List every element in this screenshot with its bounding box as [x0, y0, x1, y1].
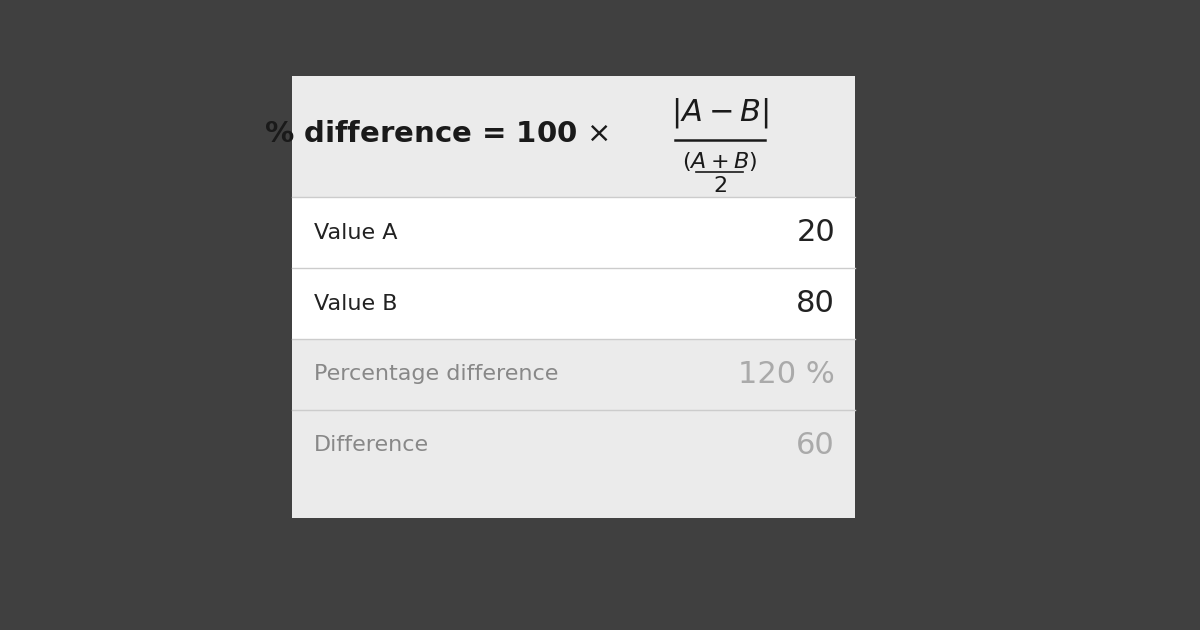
FancyBboxPatch shape — [292, 197, 856, 268]
FancyBboxPatch shape — [292, 268, 856, 339]
Text: 20: 20 — [797, 218, 835, 247]
Text: $(A+B)$: $(A+B)$ — [682, 150, 757, 173]
Text: Value B: Value B — [313, 294, 397, 314]
Text: Value A: Value A — [313, 222, 397, 243]
Text: % difference = 100 $\times$: % difference = 100 $\times$ — [264, 120, 610, 148]
FancyBboxPatch shape — [292, 76, 856, 197]
Text: 80: 80 — [797, 289, 835, 318]
Text: $|A - B|$: $|A - B|$ — [671, 96, 768, 130]
Text: 120 %: 120 % — [738, 360, 835, 389]
Text: $2$: $2$ — [713, 176, 726, 197]
FancyBboxPatch shape — [292, 410, 856, 481]
Text: Percentage difference: Percentage difference — [313, 364, 558, 384]
Text: Difference: Difference — [313, 435, 428, 455]
FancyBboxPatch shape — [292, 481, 856, 518]
Text: 60: 60 — [797, 431, 835, 460]
FancyBboxPatch shape — [292, 339, 856, 410]
